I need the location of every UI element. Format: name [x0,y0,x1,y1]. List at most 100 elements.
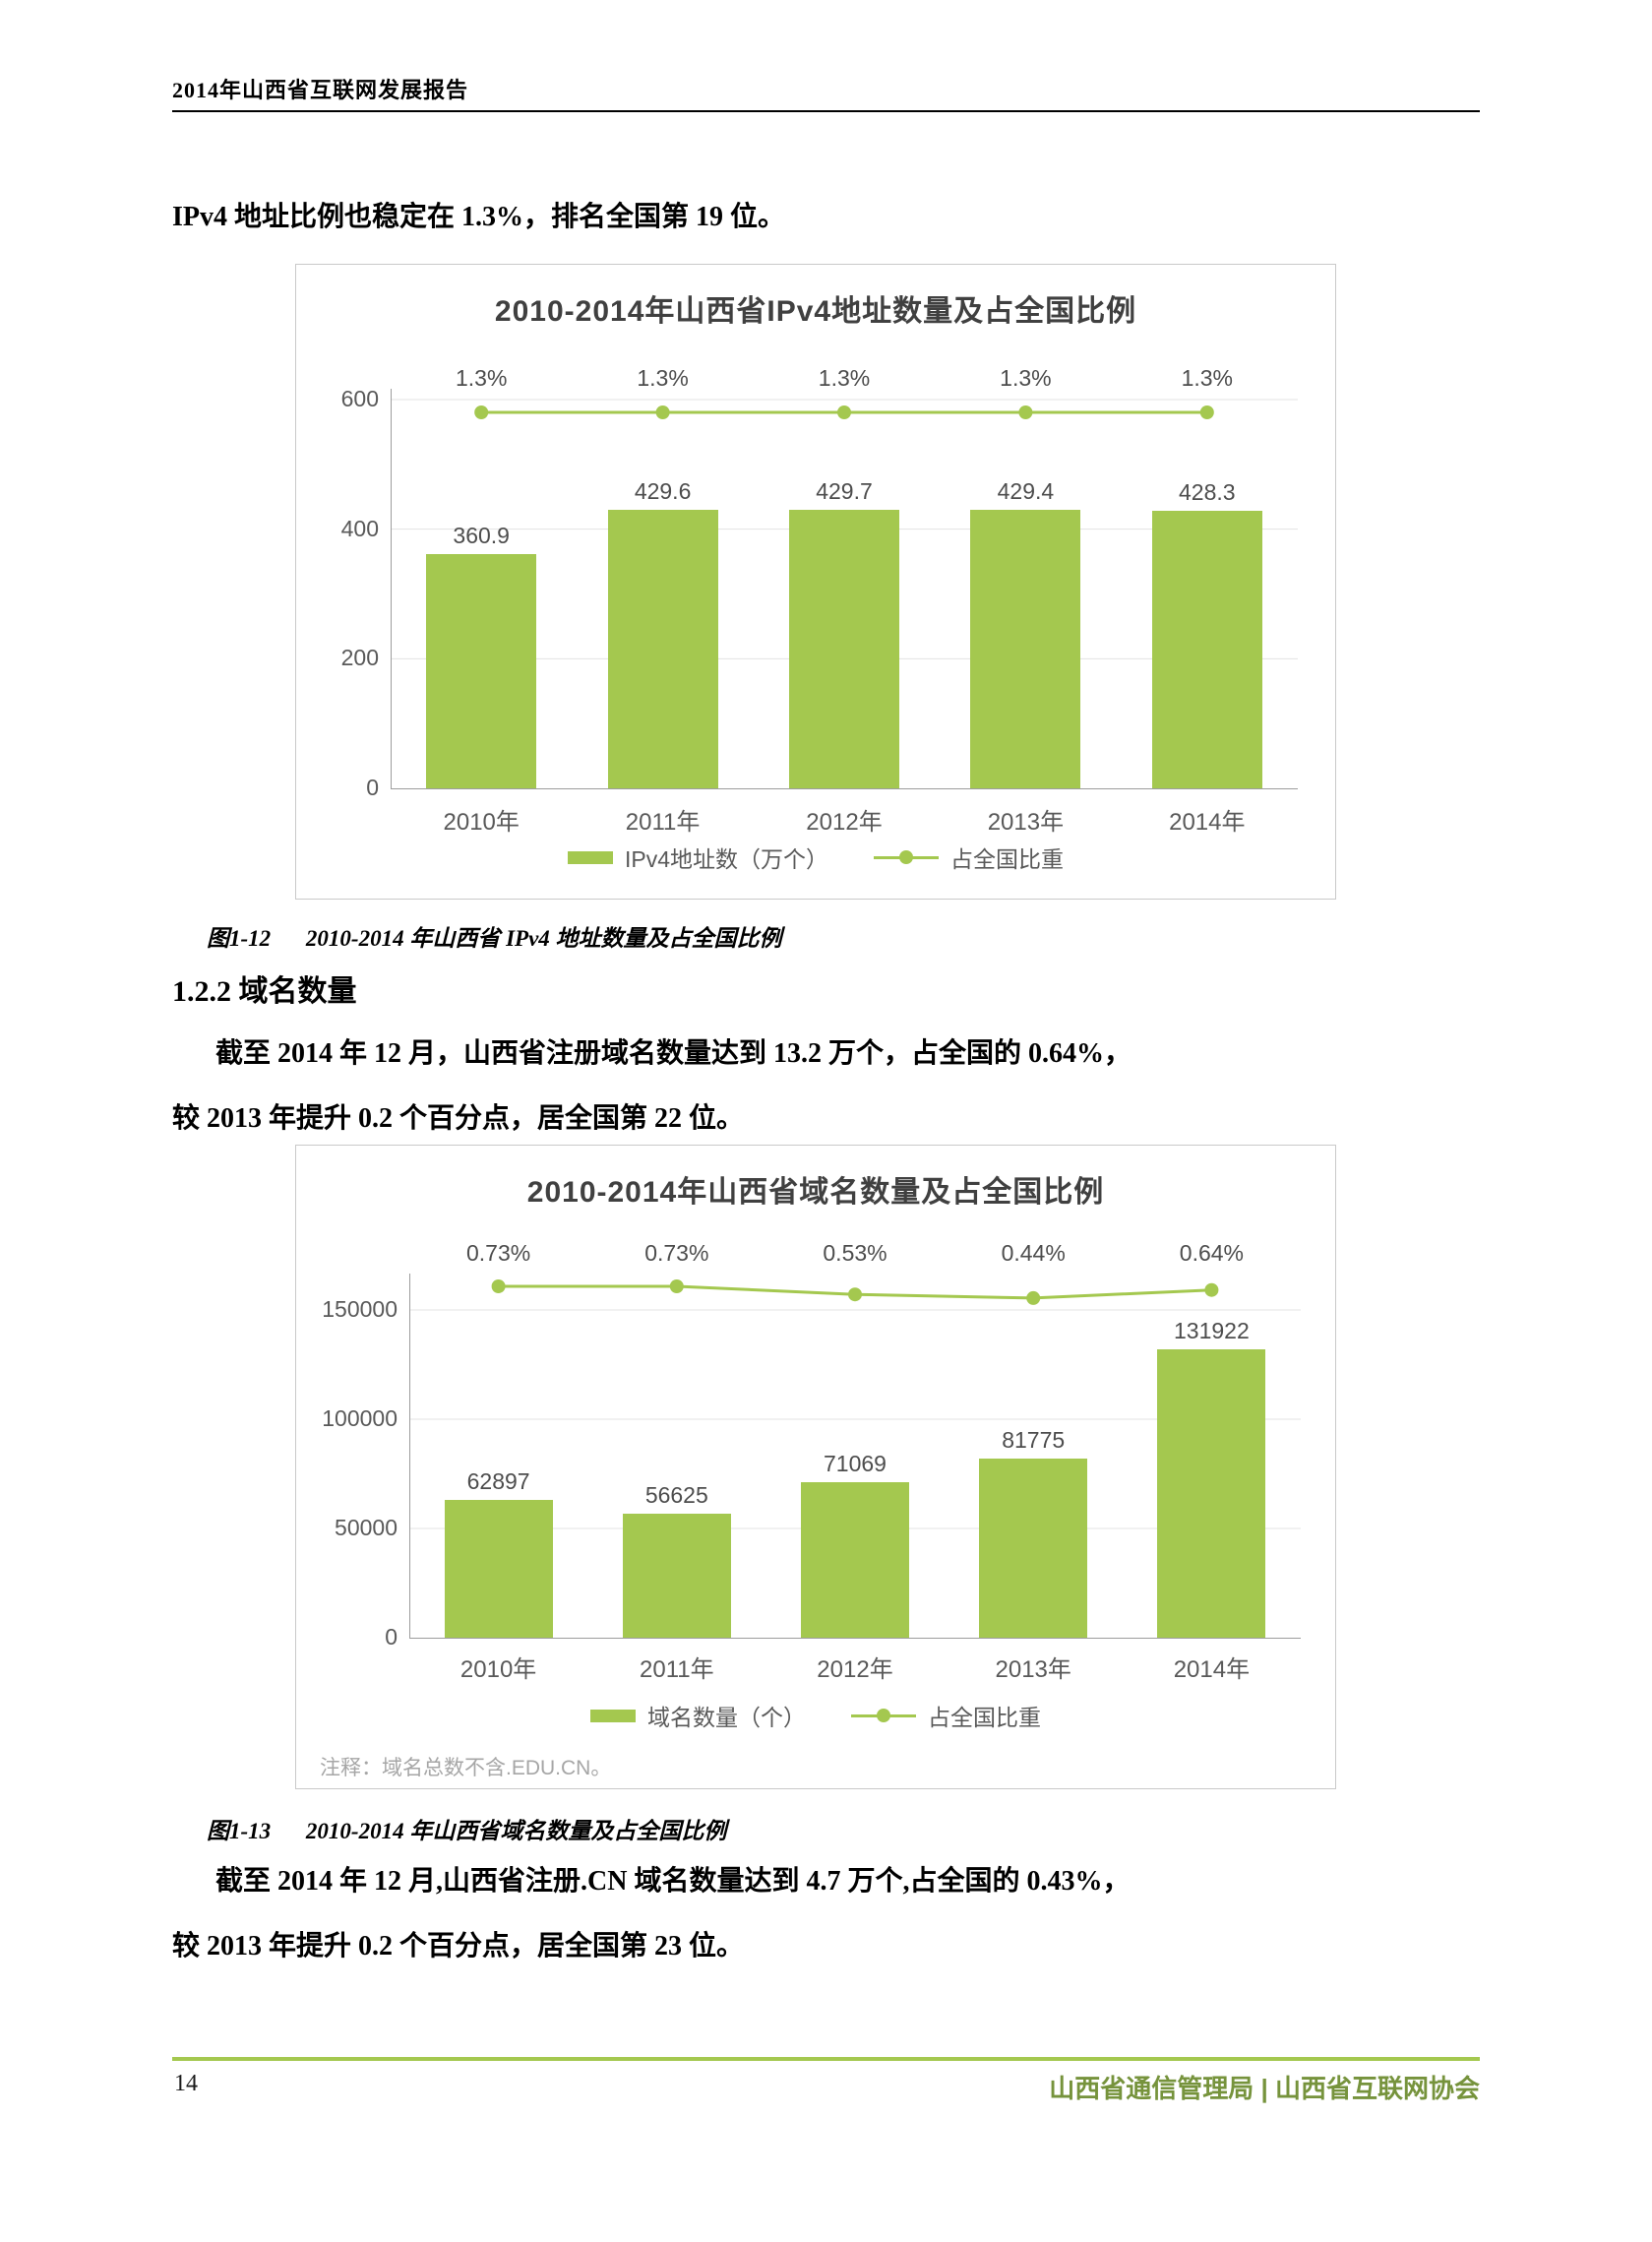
line-value-label: 1.3% [1000,365,1052,391]
caption-text: 2010-2014 年山西省域名数量及占全国比例 [305,1819,727,1843]
line-series-swatch-icon [851,1709,916,1722]
y-axis-tick-label: 200 [340,645,379,671]
cn-domain-paragraph-line1: 截至 2014 年 12 月,山西省注册.CN 域名数量达到 4.7 万个,占全… [215,1866,1131,1897]
ipv4-chart-title: 2010-2014年山西省IPv4地址数量及占全国比例 [494,295,1137,328]
x-axis-label: 2011年 [639,1656,714,1683]
bar-2010年 [444,1500,553,1638]
chart-footnote: 注释：域名总数不含.EDU.CN。 [320,1757,612,1779]
line-marker [474,405,489,419]
caption-number: 图1-12 [207,926,272,951]
x-axis-label: 2014年 [1169,809,1246,836]
page-header-title: 2014年山西省互联网发展报告 [172,78,469,102]
x-axis-label: 2013年 [995,1656,1071,1683]
footer-organizations: 山西省通信管理局 | 山西省互联网协会 [1049,2074,1480,2103]
domain-chart-card: 2010-2014年山西省域名数量及占全国比例 域名数量（个） 占全国比重 注释… [295,1145,1336,1789]
domain-chart-title: 2010-2014年山西省域名数量及占全国比例 [526,1176,1105,1209]
y-axis-tick-label: 0 [366,775,379,800]
y-axis-tick-label: 50000 [335,1515,398,1540]
bar-value-label: 71069 [824,1451,887,1477]
caption-text: 2010-2014 年山西省 IPv4 地址数量及占全国比例 [305,926,782,951]
legend-item-line: 占全国比重 [851,1699,1041,1732]
x-axis-label: 2012年 [817,1656,893,1683]
bar-2010年 [426,554,537,788]
line-marker [1204,1282,1219,1297]
y-axis-tick-label: 600 [340,386,379,411]
x-axis-label: 2012年 [806,809,883,836]
line-series-label: 占全国比重 [950,846,1065,872]
header-rule [172,110,1480,112]
line-marker [1026,1290,1041,1305]
x-axis-label: 2013年 [987,809,1065,836]
cn-domain-paragraph-line2: 较 2013 年提升 0.2 个百分点，居全国第 23 位。 [172,1931,745,1962]
x-axis-label: 2010年 [443,809,520,836]
bar-2014年 [1151,511,1262,788]
domain-paragraph-line2: 较 2013 年提升 0.2 个百分点，居全国第 22 位。 [172,1103,745,1134]
figure-caption-1-13: 图1-13 2010-2014 年山西省域名数量及占全国比例 [207,1812,726,1845]
domain-chart-grid [409,1274,1301,1639]
bar-value-label: 81775 [1002,1427,1066,1454]
line-series-swatch-icon [874,850,940,864]
bar-value-label: 429.7 [816,478,873,505]
y-axis-tick-label: 0 [385,1624,398,1650]
bar-value-label: 131922 [1174,1318,1250,1344]
line-marker [1018,405,1033,419]
bar-value-label: 428.3 [1179,479,1236,506]
bar-2011年 [622,1514,731,1638]
bar-2013年 [979,1459,1088,1638]
bar-2014年 [1157,1349,1266,1638]
page-number: 14 [174,2071,198,2096]
legend-item-bars: 域名数量（个） [590,1699,806,1732]
line-marker-icon [877,1709,890,1722]
line-value-label: 0.53% [823,1240,887,1266]
line-value-label: 1.3% [455,365,508,391]
bar-value-label: 62897 [466,1468,530,1495]
domain-paragraph-line1: 截至 2014 年 12 月，山西省注册域名数量达到 13.2 万个，占全国的 … [215,1038,1132,1069]
line-marker [669,1279,684,1293]
caption-number: 图1-13 [207,1819,272,1843]
line-value-label: 1.3% [818,365,871,391]
footer-rule [172,2057,1480,2061]
bar-value-label: 429.4 [997,478,1055,505]
x-axis-label: 2011年 [625,809,701,836]
x-axis-label: 2014年 [1173,1656,1251,1683]
line-marker-icon [899,850,914,864]
line-marker [655,405,670,419]
line-value-label: 0.44% [1001,1240,1066,1266]
bar-series-label: 域名数量（个） [647,1705,806,1730]
line-series-label: 占全国比重 [928,1705,1041,1730]
bar-2012年 [789,510,899,788]
figure-caption-1-12: 图1-12 2010-2014 年山西省 IPv4 地址数量及占全国比例 [207,919,782,953]
bar-2012年 [801,1482,909,1638]
line-marker [1199,405,1214,419]
line-value-label: 0.73% [644,1240,709,1266]
y-axis-tick-label: 150000 [322,1296,398,1322]
bar-value-label: 429.6 [634,478,692,505]
bar-series-swatch-icon [567,850,613,864]
line-value-label: 1.3% [1181,365,1234,391]
bar-value-label: 56625 [644,1482,708,1509]
bar-2013年 [970,510,1081,788]
intro-paragraph: IPv4 地址比例也稳定在 1.3%，排名全国第 19 位。 [172,202,786,232]
bar-series-label: IPv4地址数（万个） [624,846,829,872]
line-value-label: 0.64% [1179,1240,1244,1266]
line-value-label: 1.3% [637,365,689,391]
bar-2011年 [607,510,718,788]
line-marker [837,405,851,419]
legend-item-bars: IPv4地址数（万个） [567,841,829,874]
y-axis-tick-label: 400 [340,515,379,541]
x-axis-label: 2010年 [459,1656,537,1683]
section-heading: 1.2.2 域名数量 [172,975,357,1008]
ipv4-chart-legend: IPv4地址数（万个） 占全国比重 [296,841,1335,874]
domain-chart-legend: 域名数量（个） 占全国比重 [296,1699,1335,1732]
ipv4-chart-trendline-layer [474,405,1214,419]
line-marker [491,1279,506,1293]
domain-chart-trendline-layer [491,1279,1219,1305]
y-axis-tick-label: 100000 [322,1405,398,1431]
line-value-label: 0.73% [465,1240,531,1266]
legend-item-line: 占全国比重 [874,841,1064,874]
ipv4-chart-card: 2010-2014年山西省IPv4地址数量及占全国比例 IPv4地址数（万个） … [295,264,1336,900]
bar-series-swatch-icon [590,1709,636,1722]
line-marker [848,1287,862,1302]
bar-value-label: 360.9 [453,523,510,549]
